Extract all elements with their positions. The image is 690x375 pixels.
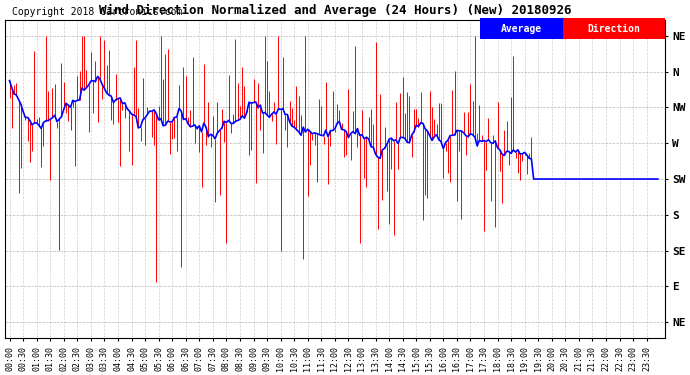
Text: Copyright 2018 Cartronics.com: Copyright 2018 Cartronics.com xyxy=(12,7,182,16)
Title: Wind Direction Normalized and Average (24 Hours) (New) 20180926: Wind Direction Normalized and Average (2… xyxy=(99,4,571,17)
